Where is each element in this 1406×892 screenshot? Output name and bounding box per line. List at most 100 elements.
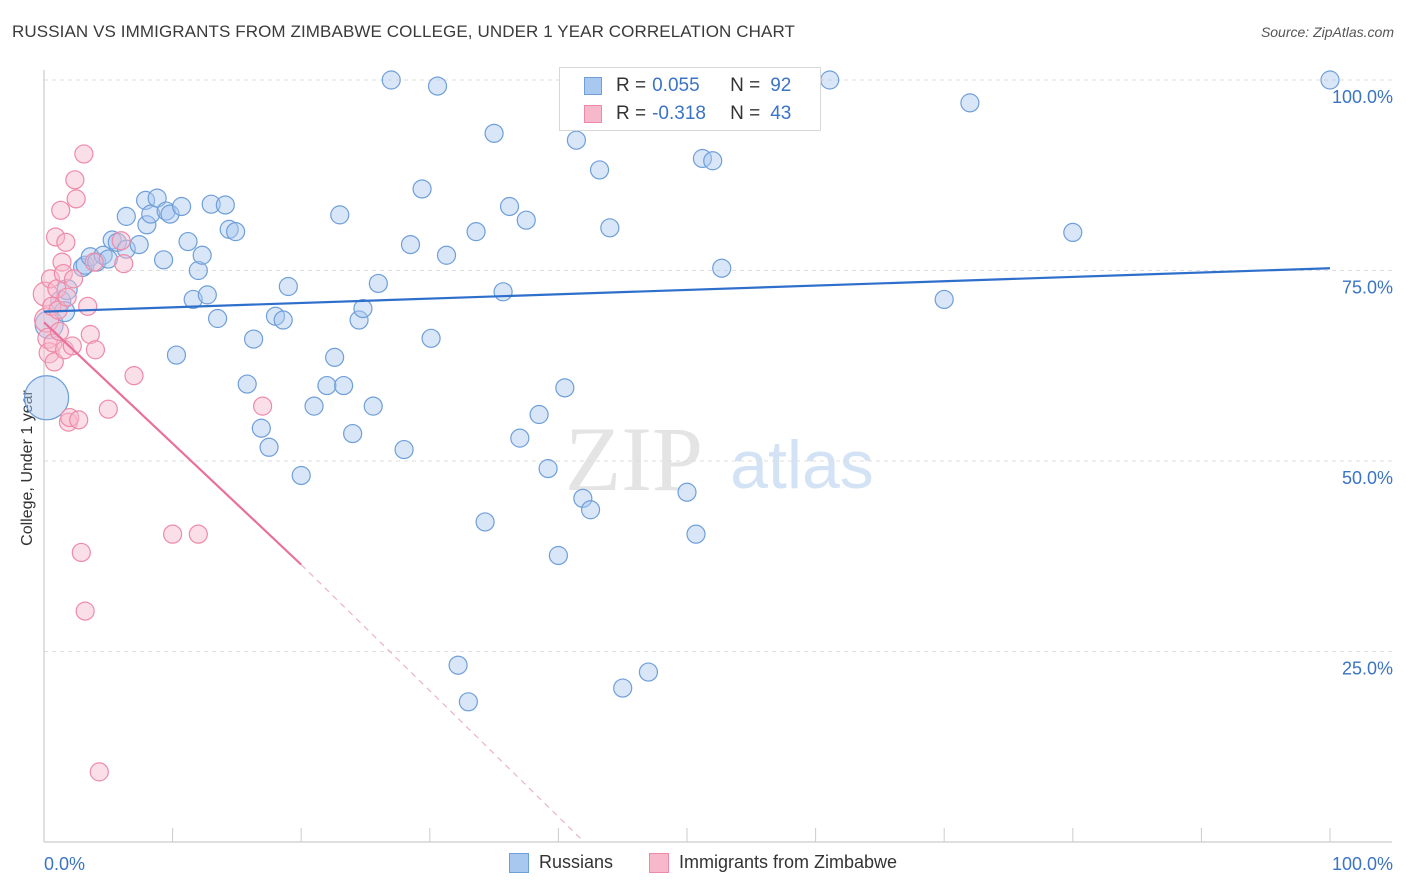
russians-point [363,396,383,416]
watermark-atlas: atlas [730,427,874,503]
russians-point [573,488,593,508]
russians-point [129,234,149,255]
russians-point [381,70,401,90]
russians-point [436,245,457,265]
legend-label-zimbabwe: Immigrants from Zimbabwe [678,852,898,872]
zimbabwe-swatch [648,852,669,873]
russians-point [394,439,414,460]
russians-point [349,310,369,330]
russians-point [208,308,228,329]
zimbabwe-point [163,524,183,544]
russians-point [589,160,610,180]
zimbabwe-point [188,524,208,544]
zimbabwe-point [43,333,63,353]
zimbabwe-point [62,336,82,356]
russians-point [499,196,520,217]
legend-item-zimbabwe[interactable]: Immigrants from Zimbabwe [648,852,898,873]
n-value: 92 [770,75,792,96]
russians-point [291,465,311,486]
r-value: 0.055 [652,75,700,96]
zimbabwe-point [114,254,134,274]
russians-trendline [43,267,1331,313]
russians-point [613,678,633,698]
russians-point [166,345,187,365]
watermark-zip: ZIP [565,408,703,510]
russians-point [538,459,558,479]
russians-point [703,151,723,171]
zimbabwe-point [66,189,86,209]
russians-point [56,278,78,301]
russians-point [197,285,217,305]
zimbabwe-point [40,269,61,289]
chart-title: RUSSIAN VS IMMIGRANTS FROM ZIMBABWE COLL… [12,22,795,41]
russians-point [98,249,118,269]
russians-point [638,662,659,682]
russians-point [304,396,324,416]
russians-point [259,437,279,457]
russians-point [343,423,363,444]
zimbabwe-point [253,396,273,416]
zimbabwe-point [63,269,84,289]
russians-point [484,123,504,143]
legend-label-russians: Russians [538,852,613,872]
zimbabwe-point [65,170,85,190]
zimbabwe-point [51,200,71,220]
zimbabwe-series [32,144,273,782]
n-label: N = [730,103,761,124]
russians-point [23,375,70,421]
y-tick-label: 25.0% [1342,659,1393,679]
russians-point [116,206,136,226]
russians-point [1063,222,1083,242]
russians-point [458,692,478,712]
russians-point [244,329,264,349]
stats-legend: R = 0.055 N = 92 R = -0.318 N = 43 [559,67,821,131]
zimbabwe-point [74,144,94,164]
y-tick-label: 50.0% [1342,468,1393,488]
russians-point [353,299,373,319]
russians-point [960,93,980,113]
zimbabwe-point [98,399,118,419]
russians-point [317,375,337,396]
r-label: R = [616,103,647,124]
russians-point [160,204,180,224]
zimbabwe-point [57,287,77,307]
legend-item-russians[interactable]: Russians [508,852,613,873]
russians-swatch [584,77,602,95]
russians-point [400,234,421,255]
russians-point [141,204,161,224]
russians-point [566,130,587,150]
zimbabwe-point [71,542,91,563]
zimbabwe-point [85,340,106,360]
russians-point [686,524,706,544]
zimbabwe-point [89,762,109,782]
russians-point [600,218,620,238]
russians-point [273,310,293,330]
legend-row-zimbabwe: R = -0.318 N = 43 [584,101,791,127]
watermark: ZIP atlas [565,408,874,510]
russians-point [493,282,513,302]
russians-point [334,375,354,396]
zimbabwe-point [69,410,89,430]
russians-point [580,500,601,520]
russians-point [325,347,345,367]
zimbabwe-swatch [584,105,602,123]
russians-swatch [508,852,529,873]
y-tick-label: 100.0% [1332,87,1393,107]
russians-point [412,179,432,199]
russians-point [178,231,198,252]
zimbabwe-point [38,342,60,364]
zimbabwe-point [124,366,144,386]
russians-point [201,194,221,214]
russians-point [278,276,298,297]
russians-point [226,222,246,242]
russians-point [677,482,697,502]
source-label: Source: ZipAtlas.com [1260,24,1394,40]
r-label: R = [616,75,647,96]
russians-point [510,428,530,448]
zimbabwe-point [80,324,100,345]
russians-point [183,289,203,310]
russians-point [237,374,257,394]
zimbabwe-point [75,601,95,621]
russians-point [555,378,575,398]
